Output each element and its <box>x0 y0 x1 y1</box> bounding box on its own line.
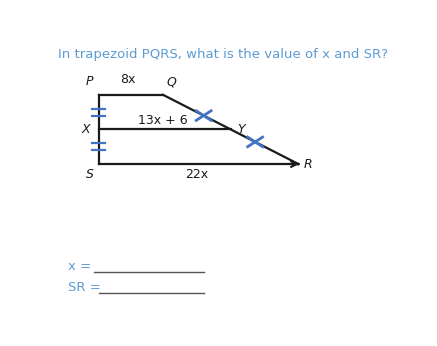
Text: R: R <box>304 158 312 171</box>
Text: Y: Y <box>237 123 244 136</box>
Text: X: X <box>82 123 90 136</box>
Text: x =: x = <box>68 260 91 273</box>
Text: 8x: 8x <box>120 73 135 86</box>
Text: SR =: SR = <box>68 281 101 294</box>
Text: S: S <box>86 167 94 181</box>
Text: In trapezoid PQRS, what is the value of x and SR?: In trapezoid PQRS, what is the value of … <box>58 48 388 61</box>
Text: P: P <box>86 75 94 88</box>
Text: Q: Q <box>166 75 176 88</box>
Text: 22x: 22x <box>185 168 208 181</box>
Text: 13x + 6: 13x + 6 <box>138 114 187 127</box>
